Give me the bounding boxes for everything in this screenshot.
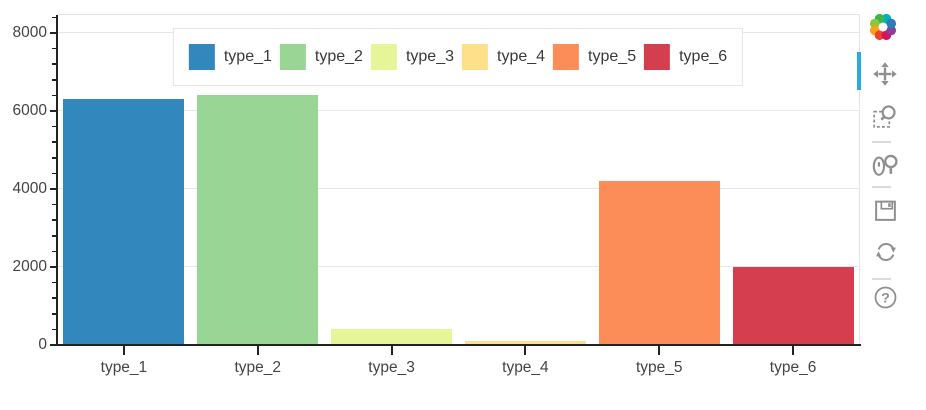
legend-item-type_4: type_4 xyxy=(462,44,545,70)
box-zoom-icon xyxy=(873,105,896,128)
wheel-zoom-tool-button[interactable] xyxy=(871,151,899,179)
legend-swatch xyxy=(279,44,306,70)
x-axis-tick-label: type_1 xyxy=(100,359,148,376)
save-icon xyxy=(875,200,896,221)
box-zoom-tool-button[interactable] xyxy=(872,103,898,129)
y-gridline xyxy=(58,188,859,190)
y-axis-minor-tick xyxy=(52,63,57,65)
x-axis-tick-label: type_2 xyxy=(234,359,282,376)
legend-swatch xyxy=(188,44,215,70)
reset-tool-button[interactable] xyxy=(873,239,899,265)
wheel-zoom-icon xyxy=(872,154,898,176)
y-axis-major-tick xyxy=(50,187,57,190)
y-axis-minor-tick xyxy=(52,47,57,50)
bar-type_2 xyxy=(197,95,319,344)
y-axis-major-tick xyxy=(50,109,57,112)
y-axis-minor-tick xyxy=(52,16,57,19)
help-tool-button[interactable]: ? xyxy=(873,285,898,310)
bar-type_6 xyxy=(732,266,854,344)
x-axis-tick-label: type_3 xyxy=(368,359,415,376)
y-axis-minor-tick xyxy=(52,203,57,206)
x-axis-tick-label: type_6 xyxy=(769,359,817,376)
y-axis-major-tick xyxy=(50,31,57,34)
y-axis-minor-tick xyxy=(52,235,57,237)
bokeh-logo-icon xyxy=(869,13,897,41)
toolbar-separator xyxy=(872,186,891,188)
y-axis-minor-tick xyxy=(52,328,57,331)
toolbar-separator xyxy=(872,141,891,143)
y-axis-minor-tick xyxy=(52,297,57,299)
y-gridline xyxy=(58,110,859,112)
y-axis-minor-tick xyxy=(52,157,57,159)
legend-label: type_5 xyxy=(588,48,637,65)
x-axis-tick-label: type_5 xyxy=(635,359,683,376)
legend-label: type_1 xyxy=(223,48,272,65)
reset-icon xyxy=(876,243,896,261)
y-axis-minor-tick xyxy=(52,79,57,81)
y-axis-minor-tick xyxy=(52,281,57,284)
y-axis-tick-label: 6000 xyxy=(12,101,47,119)
move-icon xyxy=(873,62,897,86)
save-tool-button[interactable] xyxy=(873,198,898,223)
y-axis-minor-tick xyxy=(52,313,57,315)
active-tool-indicator xyxy=(857,52,861,90)
svg-text:?: ? xyxy=(881,289,890,305)
pan-tool-button[interactable] xyxy=(872,61,898,87)
legend-item-type_3: type_3 xyxy=(370,44,454,70)
legend-swatch xyxy=(370,44,397,70)
legend-swatch xyxy=(644,44,671,70)
x-axis-line xyxy=(56,344,861,346)
legend-item-type_6: type_6 xyxy=(644,44,727,70)
x-axis-major-tick xyxy=(792,346,795,355)
x-axis-major-tick xyxy=(390,346,393,355)
y-axis-minor-tick xyxy=(52,219,57,221)
legend-label: type_6 xyxy=(679,48,728,65)
legend-item-type_1: type_1 xyxy=(188,44,272,70)
y-axis-line xyxy=(56,15,58,345)
x-axis-tick-label: type_4 xyxy=(502,359,549,376)
legend: type_1 type_2 type_3 type_4 type_5 type_6 xyxy=(172,28,744,86)
bokeh-logo[interactable] xyxy=(868,12,898,42)
toolbar-separator xyxy=(872,278,891,280)
bar-type_4 xyxy=(464,341,586,344)
y-axis-minor-tick xyxy=(52,141,57,143)
y-gridline xyxy=(58,266,859,268)
x-axis-major-tick xyxy=(524,346,527,355)
y-axis-tick-label: 2000 xyxy=(12,257,47,275)
y-axis-major-tick xyxy=(50,265,57,268)
y-axis-minor-tick xyxy=(52,172,57,175)
x-axis-major-tick xyxy=(658,346,661,355)
bar-type_3 xyxy=(331,329,453,344)
y-axis-tick-label: 4000 xyxy=(12,179,47,197)
bar-type_1 xyxy=(63,99,185,344)
y-axis-tick-label: 8000 xyxy=(12,23,47,41)
legend-item-type_2: type_2 xyxy=(279,44,363,70)
legend-label: type_3 xyxy=(405,48,454,65)
y-axis-minor-tick xyxy=(52,250,57,253)
legend-item-type_5: type_5 xyxy=(553,44,636,70)
y-axis-major-tick xyxy=(50,344,57,346)
x-axis-major-tick xyxy=(122,346,125,355)
bar-type_5 xyxy=(598,181,720,344)
plot-outline xyxy=(57,14,860,346)
x-axis-major-tick xyxy=(256,346,259,355)
help-icon: ? xyxy=(874,286,897,309)
legend-swatch xyxy=(462,44,488,70)
y-axis-minor-tick xyxy=(52,94,57,97)
y-axis-tick-label: 0 xyxy=(38,336,47,353)
legend-label: type_2 xyxy=(314,48,363,65)
legend-label: type_4 xyxy=(497,48,546,65)
legend-swatch xyxy=(553,44,580,70)
y-axis-minor-tick xyxy=(52,125,57,128)
